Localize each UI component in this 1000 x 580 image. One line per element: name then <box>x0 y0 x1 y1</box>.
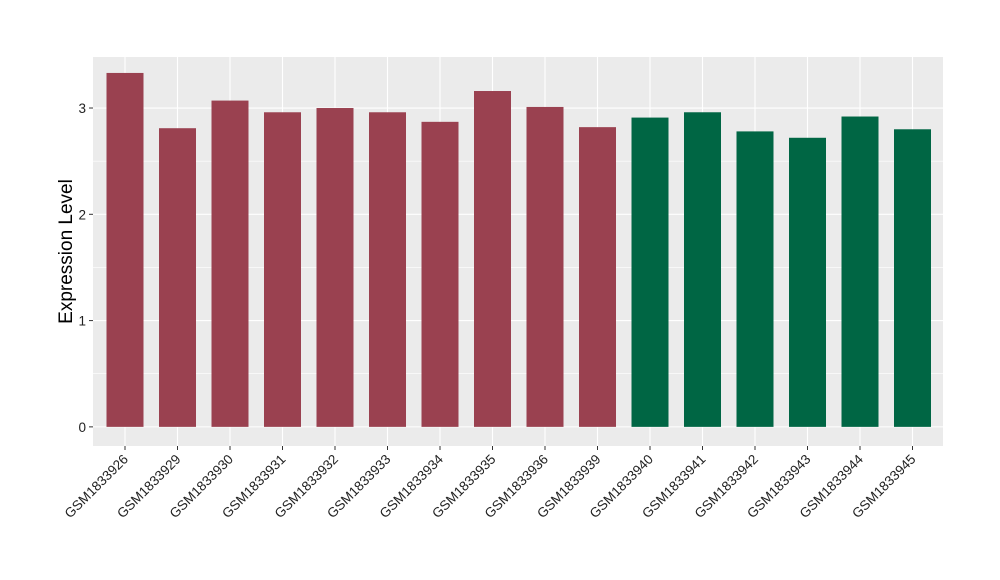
bar <box>369 112 406 427</box>
y-tick-label: 1 <box>78 314 86 329</box>
y-axis: 0 1 2 3 <box>78 101 93 435</box>
bar <box>316 108 354 427</box>
bar <box>841 116 879 427</box>
bar <box>684 112 721 427</box>
bar <box>579 127 616 427</box>
y-tick-label: 2 <box>78 207 86 222</box>
bar <box>106 72 144 427</box>
bar <box>159 128 196 427</box>
bar <box>264 112 301 427</box>
bar <box>211 100 249 427</box>
bar <box>789 137 826 427</box>
y-axis-title: Expression Level <box>56 179 77 324</box>
bar <box>474 91 511 427</box>
bar <box>421 121 459 427</box>
bar <box>894 129 931 427</box>
bar <box>736 131 774 427</box>
y-tick-label: 3 <box>78 101 86 116</box>
y-tick-label: 0 <box>78 420 86 435</box>
bar <box>526 106 564 427</box>
bar <box>631 117 669 427</box>
bars <box>106 72 931 427</box>
